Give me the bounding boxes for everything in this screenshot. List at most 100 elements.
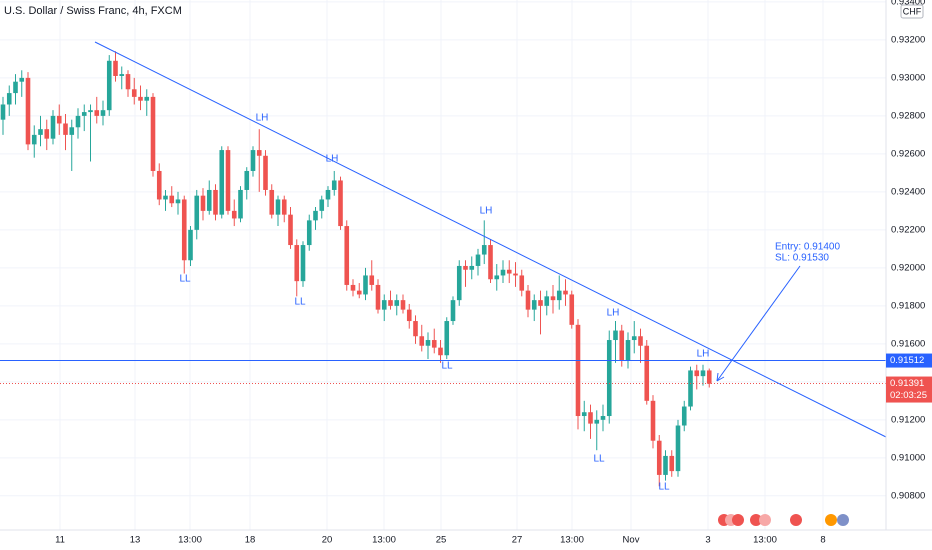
candle-body bbox=[38, 129, 43, 135]
candle-body bbox=[488, 245, 493, 280]
x-tick-label: 13:00 bbox=[372, 535, 396, 546]
candle-body bbox=[313, 210, 318, 221]
candle-body bbox=[238, 189, 243, 219]
candle-body bbox=[119, 74, 125, 76]
candle-body bbox=[450, 300, 456, 322]
candle-body bbox=[619, 330, 625, 361]
x-tick-label: 13:00 bbox=[560, 535, 584, 546]
candle-body bbox=[88, 110, 93, 113]
x-tick-label: 8 bbox=[820, 535, 825, 546]
candle-body bbox=[431, 340, 437, 348]
candle-body bbox=[25, 77, 31, 145]
candle-body bbox=[263, 155, 268, 190]
candle-body bbox=[481, 245, 487, 255]
y-tick-label: 0.93200 bbox=[891, 34, 925, 45]
candle-body bbox=[675, 425, 681, 472]
candle-body bbox=[225, 150, 231, 211]
candle-body bbox=[169, 195, 175, 204]
grid bbox=[0, 0, 886, 530]
candle-body bbox=[131, 89, 137, 97]
candle-body bbox=[144, 96, 150, 101]
candle-body bbox=[381, 300, 387, 310]
candle-body bbox=[413, 321, 418, 337]
candle-body bbox=[513, 273, 518, 276]
candle-body bbox=[500, 269, 506, 276]
candle-body bbox=[150, 96, 156, 171]
candle-body bbox=[444, 321, 450, 356]
hline-tag bbox=[886, 353, 932, 368]
candle-body bbox=[394, 300, 400, 306]
candle-body bbox=[94, 110, 100, 116]
y-tick-label: 0.91800 bbox=[891, 300, 925, 311]
x-tick-label: 25 bbox=[436, 535, 447, 546]
candle-body bbox=[469, 265, 475, 270]
candle-body bbox=[81, 112, 87, 116]
y-tick-label: 0.90800 bbox=[891, 490, 925, 501]
countdown: 02:03:25 bbox=[890, 390, 927, 401]
axis-labels: 0.93400 0.93200 0.93000 0.92800 0.92600 0.924… bbox=[55, 0, 932, 546]
candle-body bbox=[244, 170, 250, 190]
candle-body bbox=[544, 296, 550, 306]
candle-body bbox=[256, 150, 262, 156]
candle-body bbox=[219, 150, 225, 215]
candle-body bbox=[31, 134, 37, 145]
candle-body bbox=[656, 440, 662, 475]
candle-body bbox=[306, 220, 312, 246]
y-tick-label: 0.91200 bbox=[891, 414, 925, 425]
candle-body bbox=[213, 189, 218, 215]
candle-body bbox=[700, 370, 706, 377]
candle-body bbox=[363, 275, 368, 295]
candle-body bbox=[6, 93, 12, 105]
candle-body bbox=[369, 275, 375, 285]
candle-body bbox=[456, 265, 462, 301]
x-tick-label: 13:00 bbox=[753, 535, 777, 546]
candle-body bbox=[344, 226, 350, 285]
candle-body bbox=[494, 275, 500, 280]
candle-body bbox=[75, 115, 81, 128]
candle-body bbox=[13, 81, 18, 94]
candle-body bbox=[419, 336, 425, 346]
candle-body bbox=[631, 336, 637, 341]
x-tick-label: 13 bbox=[130, 535, 141, 546]
swing-label: LH bbox=[697, 349, 710, 360]
candle-body bbox=[525, 290, 531, 310]
candle-body bbox=[63, 123, 68, 135]
trade-entry: Entry: 0.91400 bbox=[775, 242, 840, 253]
candle-body bbox=[556, 290, 562, 301]
candle-body bbox=[206, 189, 212, 211]
candle-body bbox=[706, 370, 712, 384]
swing-label: LH bbox=[607, 308, 620, 319]
x-tick-label: 27 bbox=[512, 535, 523, 546]
candle-body bbox=[269, 189, 275, 215]
y-tick-label: 0.92800 bbox=[891, 110, 925, 121]
candle-body bbox=[531, 300, 537, 310]
candle-body bbox=[138, 96, 143, 101]
candle-body bbox=[569, 294, 575, 325]
candle-body bbox=[175, 199, 181, 204]
swing-label: LH bbox=[480, 206, 493, 217]
hline-label: 0.91512 bbox=[890, 355, 924, 366]
candle-body bbox=[19, 77, 25, 82]
candle-body bbox=[331, 180, 337, 190]
y-tick-label: 0.93000 bbox=[891, 72, 925, 83]
trade-sl: SL: 0.91530 bbox=[775, 253, 829, 264]
candle-body bbox=[519, 275, 525, 291]
candle-body bbox=[638, 336, 643, 346]
candle-body bbox=[650, 400, 656, 441]
candle-body bbox=[231, 210, 237, 219]
candle-body bbox=[69, 127, 75, 135]
candle-body bbox=[300, 245, 306, 282]
plot: LH LH LH LH LH LL LL LL LL LL bbox=[0, 51, 886, 493]
last-price-label: 0.91391 bbox=[890, 378, 924, 389]
candle-body bbox=[694, 370, 700, 377]
candle-body bbox=[50, 115, 56, 139]
candle-body bbox=[125, 74, 131, 90]
candle-body bbox=[506, 269, 512, 274]
x-tick-label: 13:00 bbox=[178, 535, 202, 546]
arrow-line bbox=[716, 265, 801, 382]
candle-body bbox=[156, 170, 162, 200]
price-axis bbox=[886, 0, 932, 550]
trend-line bbox=[94, 41, 887, 438]
swing-label: LH bbox=[256, 113, 269, 124]
candle-body bbox=[56, 115, 62, 124]
